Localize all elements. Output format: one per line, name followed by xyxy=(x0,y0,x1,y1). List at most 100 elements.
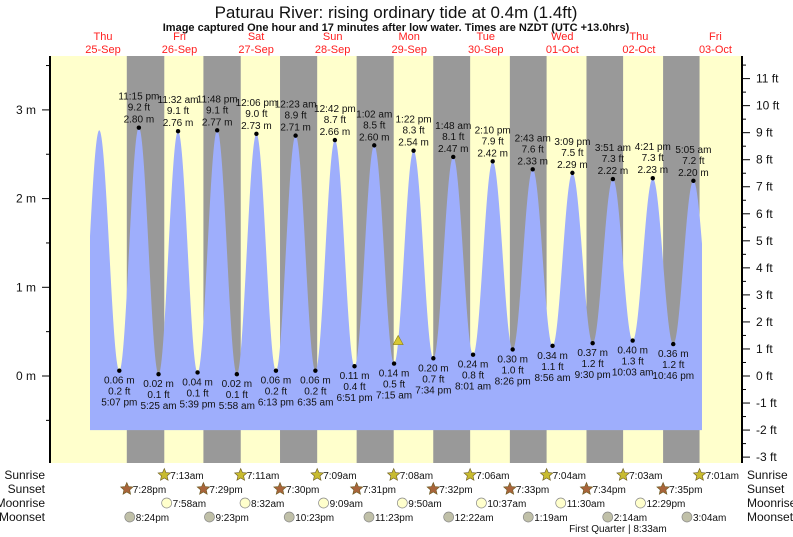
sunrise-star-icon xyxy=(616,467,631,481)
low-tide-label: 0.40 m xyxy=(617,346,648,357)
moonset-circle-icon xyxy=(124,511,136,523)
day-date: 01-Oct xyxy=(546,44,579,56)
moonset-time: 12:22am xyxy=(455,513,494,524)
high-tide-point xyxy=(691,178,696,184)
sunset-star-icon xyxy=(579,481,594,495)
low-tide-point xyxy=(352,364,357,369)
sunset-time: 7:33pm xyxy=(516,485,549,496)
right-tick-label: 0 ft xyxy=(756,369,773,383)
high-tide-label: 2.80 m xyxy=(124,115,155,126)
moonset-time: 3:04am xyxy=(693,513,726,524)
low-tide-point xyxy=(156,372,161,377)
low-tide-label: 0.14 m xyxy=(379,369,410,380)
low-tide-label: 6:13 pm xyxy=(258,398,294,409)
low-tide-label: 1.3 ft xyxy=(622,357,644,368)
high-tide-label: 2.42 m xyxy=(477,148,508,159)
sunrise-star-icon xyxy=(463,467,478,481)
high-tide-point xyxy=(293,133,298,138)
moonrise-circle-icon xyxy=(555,497,567,509)
right-tick-label: 9 ft xyxy=(756,126,773,140)
high-tide-point xyxy=(451,154,456,160)
high-tide-point xyxy=(530,167,535,172)
sunrise-time: 7:09am xyxy=(323,471,356,482)
moonrise-time: 11:30am xyxy=(567,499,605,510)
low-tide-point xyxy=(313,368,318,373)
sunrise-star-icon xyxy=(157,467,172,481)
low-tide-label: 5:07 pm xyxy=(101,398,137,409)
moonrise-circle-icon xyxy=(318,497,329,509)
high-tide-label: 7.2 ft xyxy=(682,156,704,167)
moonrise-row-label: Moonrise xyxy=(0,496,45,510)
high-tide-point xyxy=(136,125,142,130)
low-tide-label: 0.37 m xyxy=(577,348,608,359)
left-tick-label: 3 m xyxy=(16,103,36,117)
sunrise-time: 7:04am xyxy=(553,471,586,482)
high-tide-label: 9.2 ft xyxy=(128,103,150,114)
high-tide-label: 8.7 ft xyxy=(324,115,346,126)
sunrise-star-icon xyxy=(539,467,554,481)
low-tide-label: 0.2 ft xyxy=(304,387,326,398)
high-tide-label: 2.71 m xyxy=(280,123,311,134)
low-tide-label: 9:30 pm xyxy=(575,370,611,381)
low-tide-label: 7:34 pm xyxy=(415,385,451,396)
low-tide-point xyxy=(590,340,595,346)
right-tick-label: -3 ft xyxy=(756,450,777,464)
low-tide-label: 0.06 m xyxy=(300,376,331,387)
sunset-star-icon xyxy=(119,481,134,495)
moonrise-circle-icon xyxy=(396,497,408,509)
low-tide-point xyxy=(117,368,122,373)
sunset-time: 7:29pm xyxy=(209,485,242,496)
moonset-circle-icon xyxy=(283,511,295,523)
high-tide-label: 7.3 ft xyxy=(642,153,664,164)
low-tide-point xyxy=(391,361,397,366)
day-name: Sat xyxy=(248,31,265,43)
right-tick-label: 8 ft xyxy=(756,153,773,167)
day-date: 26-Sep xyxy=(162,44,197,56)
sunset-star-icon xyxy=(349,481,364,495)
moonset-time: 11:23pm xyxy=(375,513,413,524)
day-name: Mon xyxy=(399,31,420,43)
high-tide-label: 7.9 ft xyxy=(482,136,504,147)
day-labels: Thu25-SepFri26-SepSat27-SepSun28-SepMon2… xyxy=(85,31,732,56)
low-tide-label: 0.8 ft xyxy=(462,371,484,382)
sunrise-star-icon xyxy=(233,467,248,481)
high-tide-label: 2.22 m xyxy=(598,166,629,177)
high-tide-label: 9.1 ft xyxy=(206,105,228,116)
moonset-circle-icon xyxy=(522,511,534,523)
high-tide-point xyxy=(570,170,575,176)
right-tick-label: 7 ft xyxy=(756,180,773,194)
moonrise-circle-icon xyxy=(239,497,251,509)
moonrise-circle-icon xyxy=(635,497,646,509)
high-tide-label: 7.5 ft xyxy=(561,148,583,159)
sunset-star-icon xyxy=(196,481,211,495)
right-tick-label: 2 ft xyxy=(756,315,773,329)
low-tide-label: 5:39 pm xyxy=(179,399,215,410)
day-date: 27-Sep xyxy=(238,44,273,56)
sunset-time: 7:28pm xyxy=(133,485,166,496)
sunrise-row-label-right: Sunrise xyxy=(747,468,788,482)
right-tick-label: 6 ft xyxy=(756,207,773,221)
high-tide-point xyxy=(490,159,495,164)
low-tide-label: 0.11 m xyxy=(340,371,370,382)
high-tide-label: 9.0 ft xyxy=(245,109,267,120)
day-name: Thu xyxy=(93,31,112,43)
low-tide-label: 0.30 m xyxy=(497,354,528,365)
moonset-circle-icon xyxy=(204,511,215,523)
low-tide-point xyxy=(630,338,635,343)
low-tide-label: 7:15 am xyxy=(376,391,412,402)
low-tide-label: 10:46 pm xyxy=(652,371,694,382)
low-tide-point xyxy=(431,356,436,361)
day-name: Fri xyxy=(709,31,722,43)
low-tide-label: 1.2 ft xyxy=(662,360,684,371)
tide-fill xyxy=(90,127,702,431)
day-date: 25-Sep xyxy=(85,44,120,56)
low-tide-label: 8:01 am xyxy=(455,382,491,393)
moonset-row-label-right: Moonset xyxy=(747,510,793,524)
high-tide-label: 2:10 pm xyxy=(475,125,511,136)
left-tick-label: 0 m xyxy=(16,369,36,383)
moonrise-time: 10:37am xyxy=(487,499,526,510)
right-tick-label: 5 ft xyxy=(756,234,773,248)
high-tide-point xyxy=(254,131,259,137)
